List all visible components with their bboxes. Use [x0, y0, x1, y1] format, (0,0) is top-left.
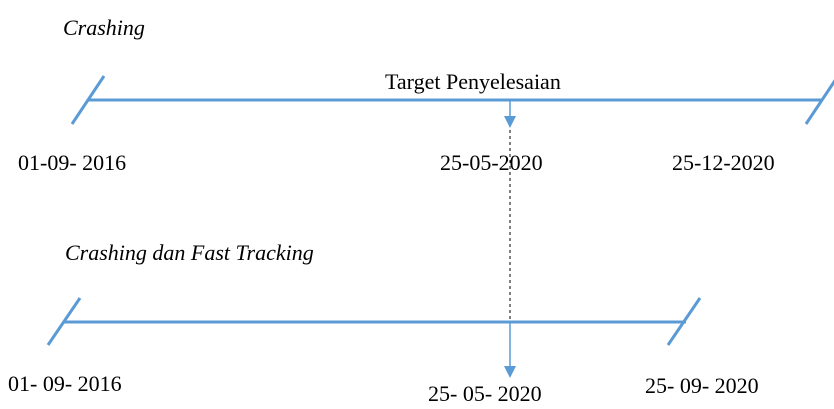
- section-title: Crashing: [63, 15, 145, 40]
- timeline-start: [46, 297, 82, 346]
- date: 01- 09- 2016: [8, 371, 122, 396]
- timeline-end: [666, 297, 702, 346]
- arrow-head: [504, 366, 516, 378]
- target-label: Target Penyelesaian: [385, 69, 561, 94]
- date: 01-09- 2016: [18, 150, 126, 175]
- date: 25- 09- 2020: [645, 373, 759, 398]
- date: 25-12-2020: [672, 150, 775, 175]
- date: 25-05-2020: [440, 150, 543, 175]
- date: 25- 05- 2020: [428, 381, 542, 406]
- arrow-head: [504, 116, 516, 128]
- timeline-start: [70, 75, 106, 125]
- section-title: Crashing dan Fast Tracking: [65, 240, 314, 265]
- timeline-end: [804, 79, 834, 125]
